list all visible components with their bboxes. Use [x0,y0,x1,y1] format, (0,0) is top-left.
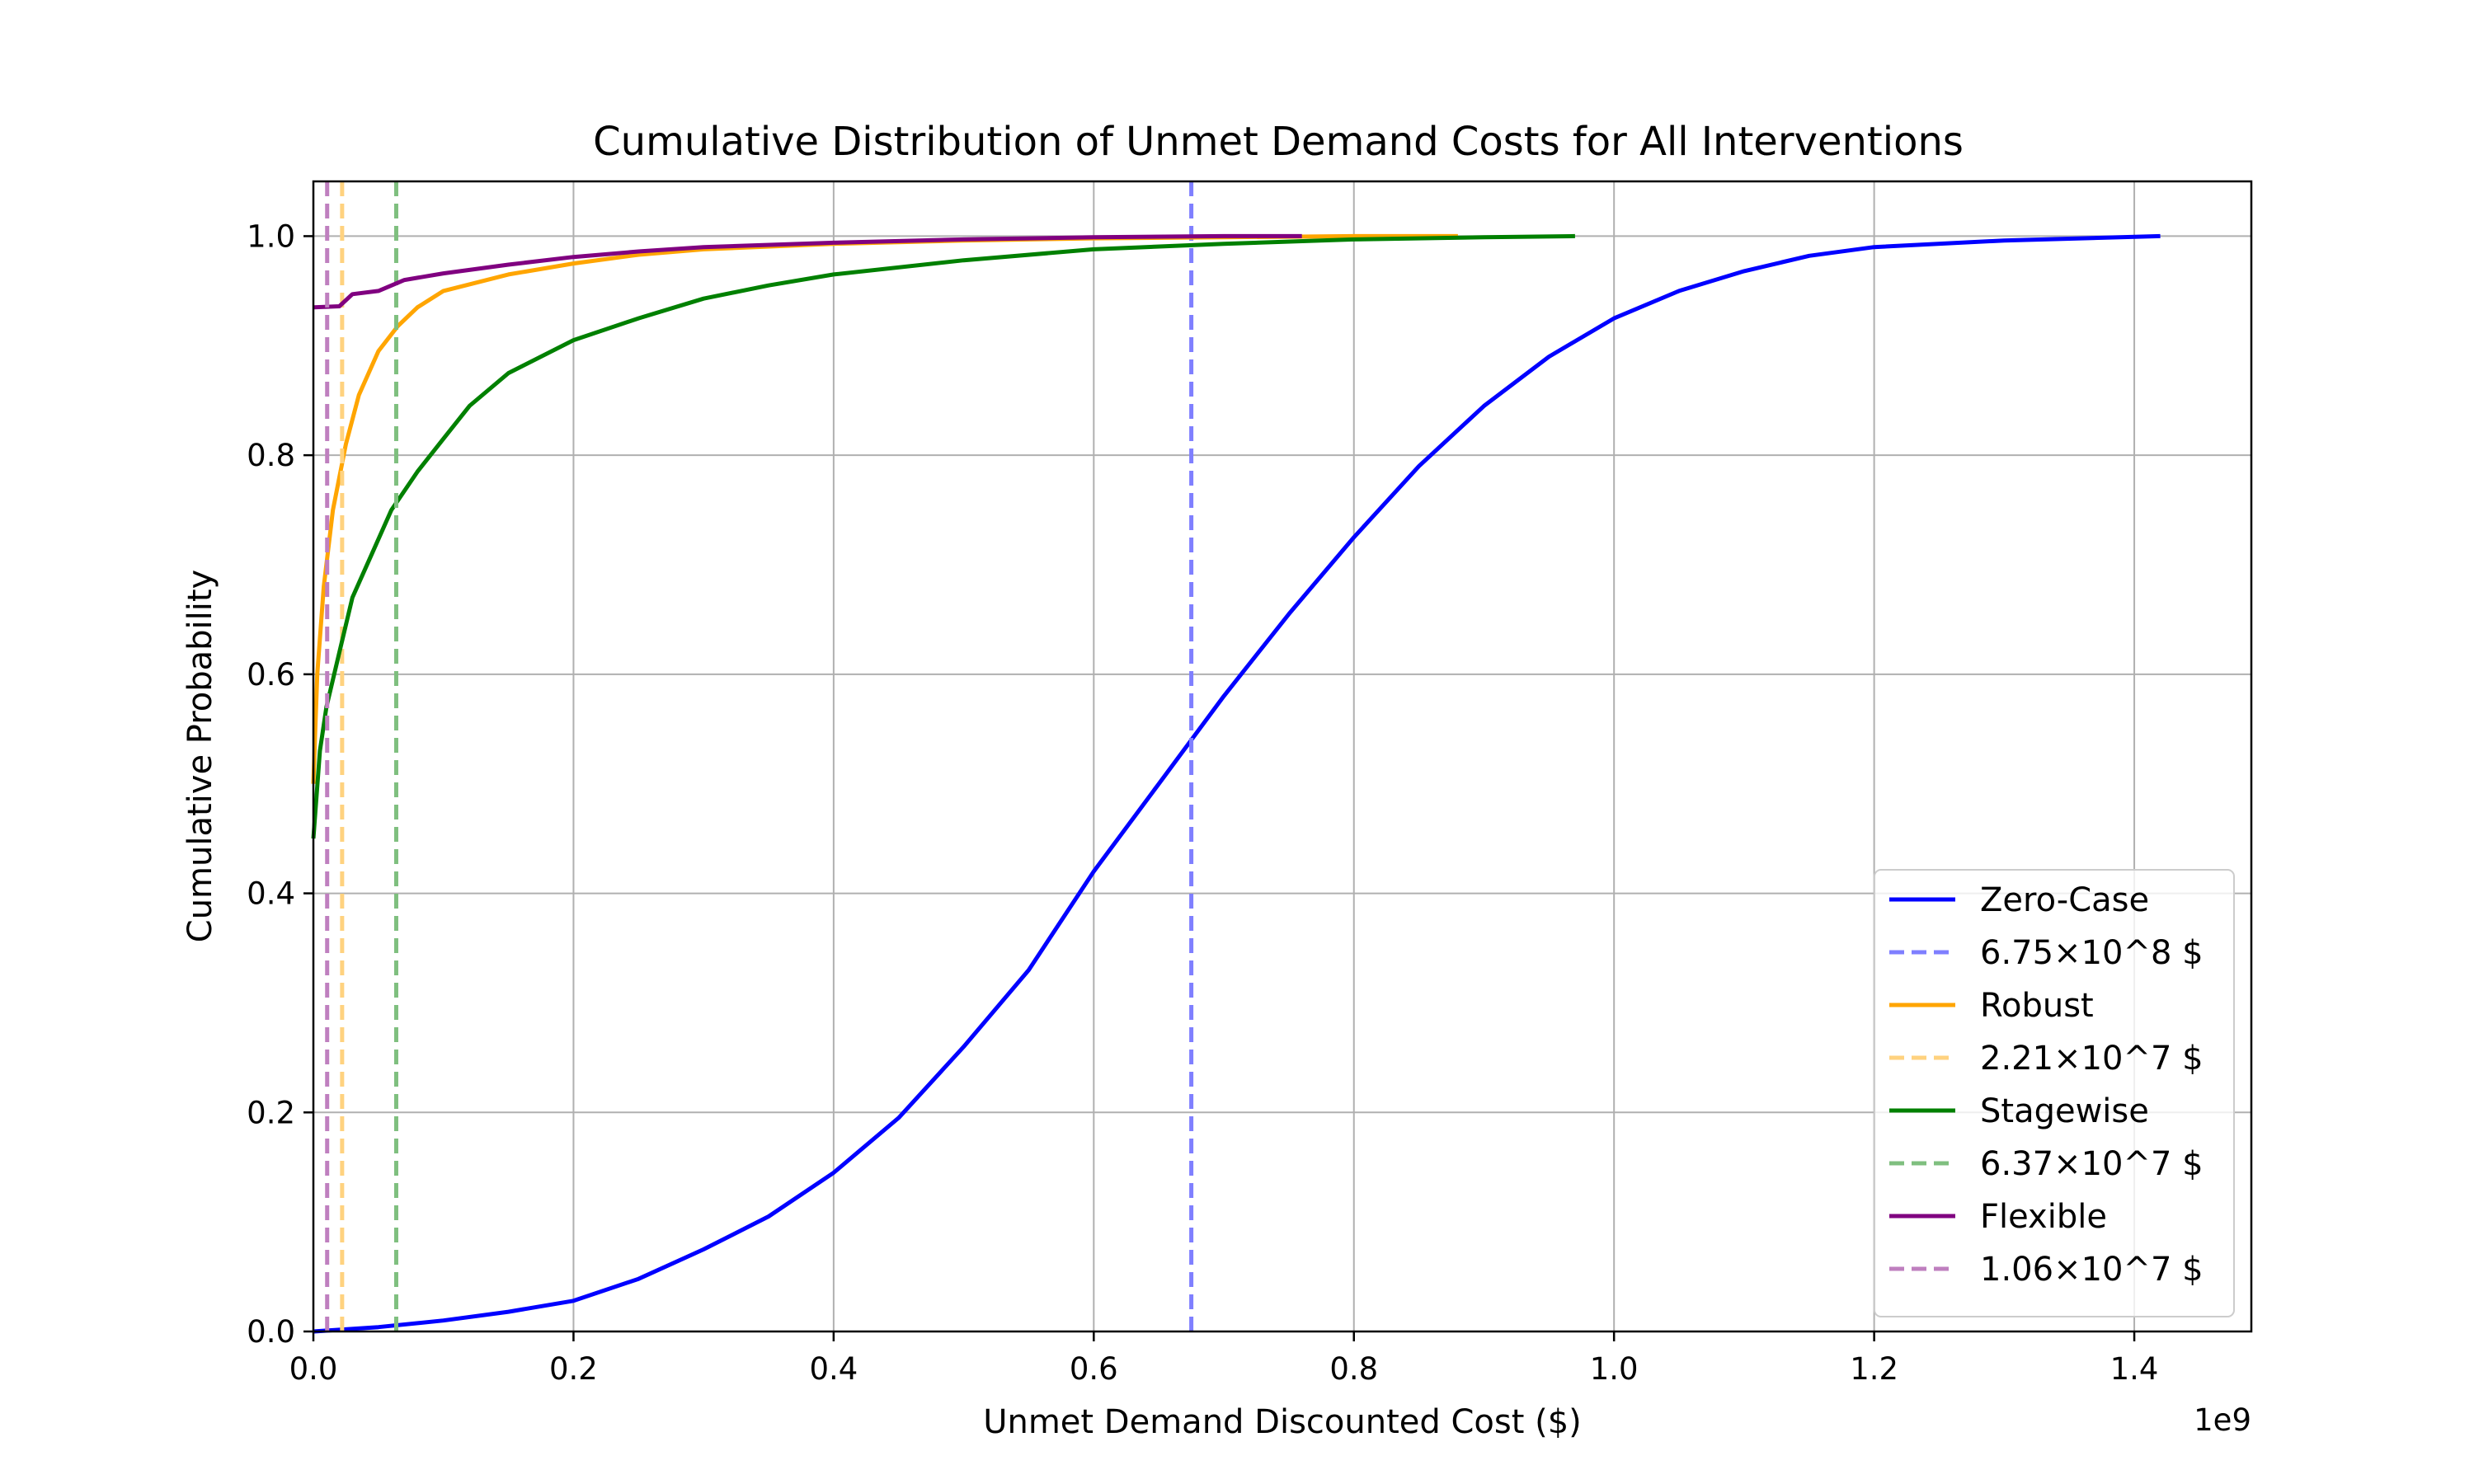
legend-entry-label: 2.21×10^7 $ [1980,1040,2204,1078]
x-tick-label: 0.8 [1329,1351,1378,1387]
x-axis-offset-label: 1e9 [2194,1402,2251,1438]
legend-entry-label: Stagewise [1980,1092,2149,1130]
y-axis-label: Cumulative Probability [181,570,219,942]
x-tick-label: 0.2 [549,1351,598,1387]
y-tick-label: 0.8 [247,438,295,473]
legend-frame [1874,869,2235,1317]
x-tick-label: 0.6 [1070,1351,1118,1387]
legend-entry-label: Robust [1980,987,2094,1025]
legend-entry-label: Zero-Case [1980,881,2149,919]
legend: Zero-Case 6.75×10^8 $ Robust 2.21×10^7 $ Sta… [1874,869,2235,1317]
legend-entry-label: 6.37×10^7 $ [1980,1145,2204,1183]
legend-entry-label: 1.06×10^7 $ [1980,1251,2204,1289]
series-line-flexible [313,233,1302,310]
legend-entry-label: 6.75×10^8 $ [1980,934,2204,972]
axis-ticks: 0.0 0.2 0.4 0.6 0.8 1.0 1.2 1.4 0.0 0.2 0.4 0.6 0.8 1… [247,218,2158,1387]
series-line-stagewise [311,233,1575,839]
chart-title: Cumulative Distribution of Unmet Demand … [593,119,1964,165]
x-tick-label: 1.2 [1850,1351,1898,1387]
y-tick-label: 1.0 [247,218,295,254]
y-tick-label: 0.0 [247,1314,295,1350]
series-line-zero-case [313,233,2161,1334]
y-tick-label: 0.6 [247,657,295,693]
series-layer [311,181,2161,1334]
x-tick-label: 0.4 [809,1351,858,1387]
x-tick-label: 1.0 [1590,1351,1639,1387]
x-tick-label: 1.4 [2110,1351,2159,1387]
y-tick-label: 0.2 [247,1095,295,1130]
x-axis-label: Unmet Demand Discounted Cost ($) [983,1403,1582,1441]
y-tick-label: 0.4 [247,876,295,912]
x-tick-label: 0.0 [289,1351,338,1387]
legend-entry-label: Flexible [1980,1198,2107,1236]
plot-area-frame [312,180,2253,1333]
